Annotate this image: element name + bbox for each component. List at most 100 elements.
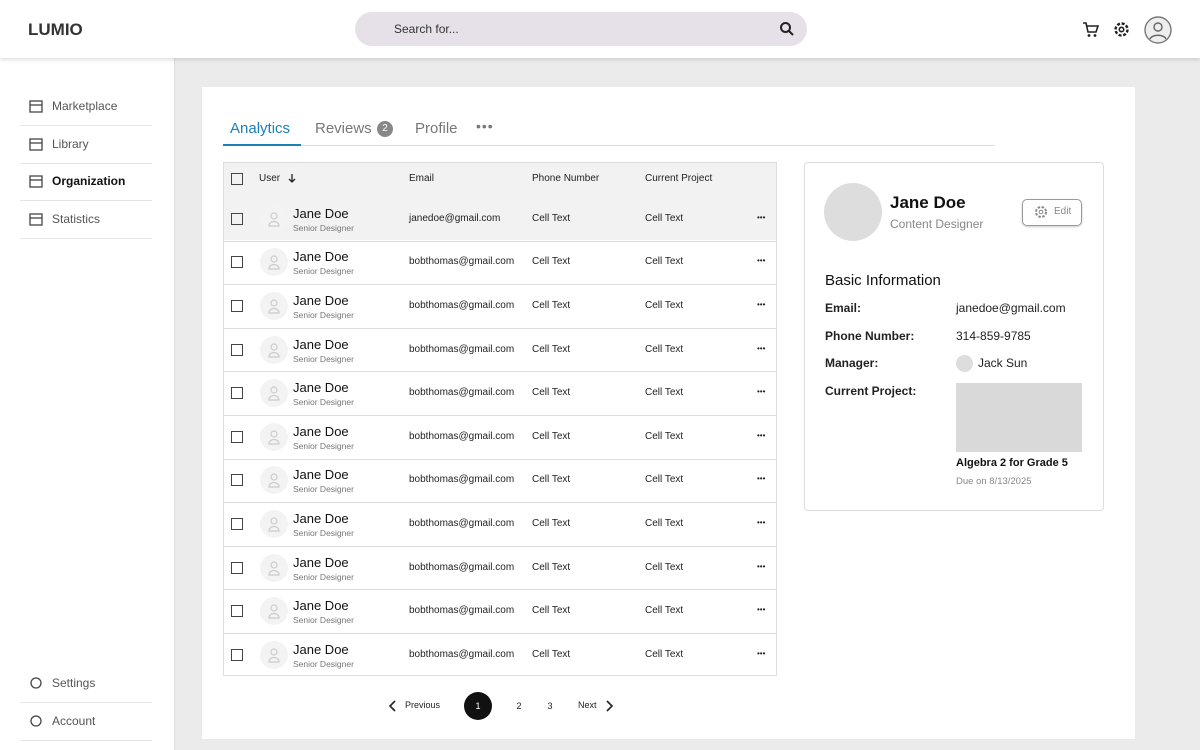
email-cell: bobthomas@gmail.com (409, 474, 515, 486)
column-header[interactable]: User (259, 173, 281, 184)
settings-icon[interactable] (1113, 21, 1130, 38)
checkbox[interactable] (231, 256, 243, 269)
nav-divider (20, 125, 152, 126)
user-name: Jane Doe (293, 205, 349, 221)
field-value: janedoe@gmail.com (956, 301, 1066, 315)
user-name: Jane Doe (293, 380, 349, 396)
project-cell: Cell Text (645, 256, 684, 268)
tabs-divider (223, 145, 995, 146)
search-icon[interactable] (779, 21, 795, 37)
nav-icon (29, 137, 43, 151)
email-cell: janedoe@gmail.com (409, 212, 501, 224)
email-cell: bobthomas@gmail.com (409, 648, 515, 660)
nav-item[interactable]: Statistics (52, 211, 101, 226)
project-cell: Cell Text (645, 474, 684, 486)
project-cell: Cell Text (645, 300, 684, 311)
nav-item[interactable]: Account (52, 713, 96, 728)
table-frame (223, 162, 777, 676)
user-name: Jane Doe (293, 598, 349, 614)
search-placeholder[interactable]: Search for... (394, 22, 459, 36)
checkbox[interactable] (231, 343, 243, 356)
checkbox[interactable] (231, 387, 243, 400)
column-header[interactable]: Email (409, 173, 435, 184)
page-number[interactable]: 1 (464, 692, 492, 720)
nav-item[interactable]: Settings (52, 676, 96, 690)
phone-cell: Cell Text (532, 605, 571, 617)
nav-divider (20, 200, 152, 201)
row-menu[interactable]: ••• (757, 343, 766, 353)
row-menu[interactable]: ••• (757, 518, 766, 527)
phone-cell: Cell Text (532, 561, 571, 573)
cart-icon[interactable] (1082, 21, 1099, 38)
user-role: Senior Designer (293, 353, 354, 364)
user-name: Jane Doe (293, 641, 349, 657)
email-cell: bobthomas@gmail.com (409, 387, 515, 399)
checkbox[interactable] (231, 474, 243, 487)
row-menu[interactable]: ••• (757, 605, 766, 615)
avatar-icon (268, 342, 280, 358)
nav-item[interactable]: Organization (52, 174, 126, 188)
checkbox[interactable] (231, 173, 243, 185)
user-role: Senior Designer (293, 397, 354, 408)
row-menu[interactable]: ••• (757, 256, 766, 266)
avatar-icon (268, 386, 280, 401)
user-avatar[interactable] (1144, 16, 1172, 44)
nav-item[interactable]: Library (52, 136, 89, 151)
pagination-previous[interactable]: Previous (405, 700, 441, 710)
field-value: Jack Sun (978, 356, 1028, 370)
avatar-icon (268, 604, 280, 619)
row-divider (224, 633, 776, 634)
edit-label[interactable]: Edit (1054, 206, 1072, 217)
user-name: Jane Doe (293, 511, 349, 526)
field-label: Email: (825, 301, 862, 315)
column-header[interactable]: Current Project (645, 173, 713, 184)
profile-role: Content Designer (890, 217, 984, 231)
column-header[interactable]: Phone Number (532, 173, 600, 184)
nav-icon (29, 175, 43, 188)
project-cell: Cell Text (645, 648, 684, 660)
checkbox[interactable] (231, 518, 243, 530)
row-menu[interactable]: ••• (757, 474, 766, 484)
row-divider (224, 371, 776, 373)
row-menu[interactable]: ••• (757, 212, 766, 222)
page-number[interactable]: 2 (516, 701, 522, 711)
search-box[interactable] (355, 12, 807, 46)
project-cell: Cell Text (645, 212, 684, 224)
phone-cell: Cell Text (532, 256, 571, 268)
email-cell: bobthomas@gmail.com (409, 343, 515, 355)
project-cell: Cell Text (645, 561, 684, 573)
user-name: Jane Doe (293, 467, 349, 483)
row-menu[interactable]: ••• (757, 648, 766, 658)
tab[interactable]: Profile (415, 120, 458, 137)
avatar-icon (268, 255, 280, 270)
nav-item[interactable]: Marketplace (52, 99, 118, 113)
project-cell: Cell Text (645, 605, 684, 617)
row-divider (224, 240, 776, 242)
checkbox[interactable] (231, 648, 243, 661)
checkbox[interactable] (231, 212, 243, 225)
tab-more[interactable]: ••• (476, 118, 494, 134)
row-menu[interactable]: ••• (757, 387, 766, 397)
page-number[interactable]: 3 (547, 701, 553, 711)
profile-name: Jane Doe (890, 193, 966, 212)
checkbox[interactable] (231, 605, 243, 618)
checkbox[interactable] (231, 561, 243, 574)
pagination-next[interactable]: Next (578, 700, 597, 710)
project-cell: Cell Text (645, 387, 684, 399)
row-menu[interactable]: ••• (757, 430, 766, 440)
row-menu[interactable]: ••• (757, 300, 766, 309)
checkbox[interactable] (231, 300, 243, 312)
project-cell: Cell Text (645, 343, 684, 355)
row-menu[interactable]: ••• (757, 561, 766, 571)
row-divider (224, 589, 776, 591)
avatar-icon (268, 517, 280, 532)
tab[interactable]: Analytics (230, 120, 291, 137)
avatar-icon (268, 299, 280, 314)
checkbox[interactable] (231, 430, 243, 443)
edit-button[interactable] (1022, 199, 1082, 226)
user-name: Jane Doe (293, 554, 349, 570)
nav-divider (20, 162, 152, 164)
tab[interactable]: Reviews (315, 120, 372, 137)
user-name: Jane Doe (293, 336, 349, 352)
